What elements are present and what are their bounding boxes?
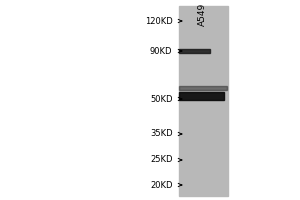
Text: 35KD: 35KD [150, 130, 172, 138]
Text: 25KD: 25KD [150, 156, 172, 164]
Bar [179, 86, 226, 90]
Bar [178, 6, 228, 196]
Text: 90KD: 90KD [150, 46, 172, 55]
Bar [179, 92, 224, 100]
Text: 20KD: 20KD [150, 180, 172, 190]
Text: 50KD: 50KD [150, 95, 172, 104]
Text: A549: A549 [198, 3, 207, 26]
Bar [179, 49, 210, 53]
Text: 120KD: 120KD [145, 17, 172, 25]
